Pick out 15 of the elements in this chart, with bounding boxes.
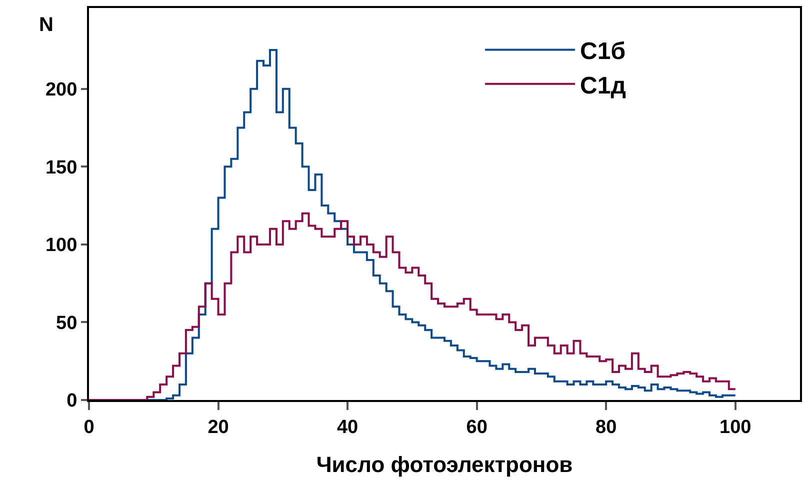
y-tick-label: 50 [56,312,78,334]
legend-label: С1б [580,38,626,66]
x-axis-title: Число фотоэлектронов [316,452,573,478]
y-tick-label: 200 [45,80,78,101]
x-tick-label: 100 [720,416,752,438]
y-axis-title: N [39,14,54,36]
y-tick-label: 0 [66,390,78,412]
x-tick-label: 80 [596,416,617,438]
x-tick-label: 20 [208,416,229,438]
legend-label: С1д [580,72,626,100]
y-tick-label: 100 [45,235,78,256]
x-tick-label: 0 [84,416,94,438]
x-tick-label: 40 [336,416,358,438]
x-tick-label: 60 [466,416,488,438]
y-tick-label: 150 [45,157,78,178]
